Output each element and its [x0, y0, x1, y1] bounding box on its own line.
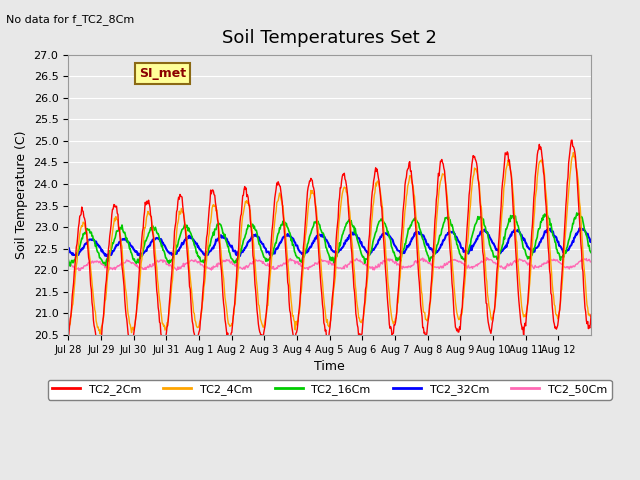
- TC2_50Cm: [64, 260, 72, 266]
- Line: TC2_16Cm: TC2_16Cm: [68, 213, 591, 266]
- Title: Soil Temperatures Set 2: Soil Temperatures Set 2: [222, 29, 437, 48]
- TC2_4Cm: [588, 313, 595, 319]
- TC2_4Cm: [248, 228, 256, 234]
- Text: No data for f_TC2_8Cm: No data for f_TC2_8Cm: [6, 14, 134, 25]
- TC2_32Cm: [104, 253, 111, 259]
- TC2_4Cm: [268, 247, 276, 253]
- TC2_50Cm: [588, 259, 595, 264]
- TC2_32Cm: [223, 236, 230, 241]
- Line: TC2_50Cm: TC2_50Cm: [68, 258, 591, 271]
- TC2_4Cm: [384, 279, 392, 285]
- TC2_2Cm: [588, 312, 595, 317]
- TC2_4Cm: [570, 150, 577, 156]
- TC2_16Cm: [67, 263, 74, 269]
- TC2_32Cm: [413, 229, 421, 235]
- TC2_16Cm: [248, 221, 256, 227]
- TC2_50Cm: [483, 255, 491, 261]
- TC2_32Cm: [268, 252, 276, 258]
- TC2_16Cm: [573, 210, 580, 216]
- TC2_32Cm: [588, 238, 595, 244]
- TC2_2Cm: [126, 338, 134, 344]
- Line: TC2_32Cm: TC2_32Cm: [68, 228, 591, 256]
- TC2_2Cm: [384, 302, 392, 308]
- TC2_2Cm: [248, 237, 256, 242]
- Legend: TC2_2Cm, TC2_4Cm, TC2_16Cm, TC2_32Cm, TC2_50Cm: TC2_2Cm, TC2_4Cm, TC2_16Cm, TC2_32Cm, TC…: [48, 380, 611, 399]
- TC2_32Cm: [384, 232, 392, 238]
- TC2_4Cm: [64, 330, 72, 336]
- TC2_4Cm: [413, 230, 421, 236]
- TC2_50Cm: [76, 268, 83, 274]
- TC2_16Cm: [384, 228, 392, 234]
- TC2_32Cm: [576, 225, 584, 231]
- TC2_4Cm: [97, 331, 104, 337]
- TC2_16Cm: [126, 246, 134, 252]
- TC2_2Cm: [94, 345, 102, 351]
- TC2_32Cm: [126, 242, 134, 248]
- TC2_4Cm: [223, 304, 230, 310]
- TC2_50Cm: [248, 261, 256, 267]
- TC2_50Cm: [413, 259, 421, 264]
- TC2_16Cm: [588, 250, 595, 255]
- TC2_2Cm: [64, 335, 72, 340]
- TC2_32Cm: [248, 232, 256, 238]
- TC2_2Cm: [413, 250, 421, 255]
- TC2_50Cm: [384, 256, 392, 262]
- TC2_2Cm: [568, 137, 576, 143]
- TC2_16Cm: [413, 219, 421, 225]
- TC2_16Cm: [64, 256, 72, 262]
- TC2_50Cm: [268, 266, 276, 272]
- TC2_2Cm: [223, 327, 230, 333]
- Y-axis label: Soil Temperature (C): Soil Temperature (C): [15, 131, 28, 259]
- Text: SI_met: SI_met: [139, 67, 186, 80]
- TC2_4Cm: [126, 322, 134, 328]
- TC2_16Cm: [268, 251, 276, 257]
- TC2_16Cm: [223, 239, 230, 245]
- TC2_50Cm: [223, 257, 230, 263]
- Line: TC2_4Cm: TC2_4Cm: [68, 153, 591, 334]
- X-axis label: Time: Time: [314, 360, 345, 373]
- TC2_32Cm: [64, 245, 72, 251]
- Line: TC2_2Cm: TC2_2Cm: [68, 140, 591, 348]
- TC2_50Cm: [126, 259, 134, 265]
- TC2_2Cm: [268, 228, 276, 233]
